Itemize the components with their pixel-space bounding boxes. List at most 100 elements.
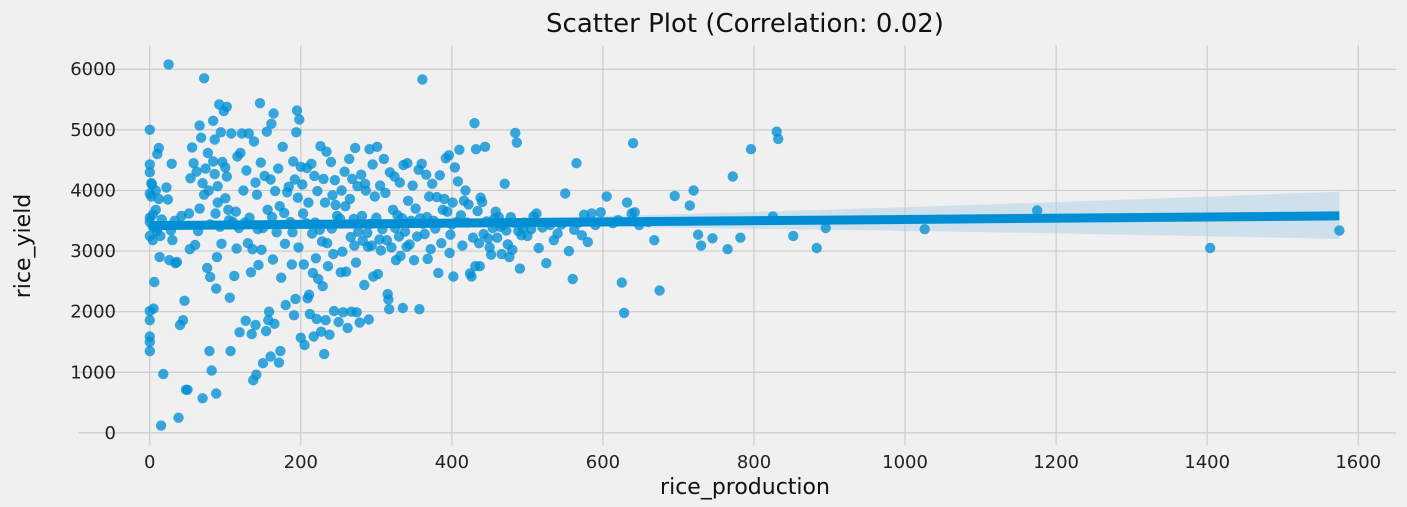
data-point xyxy=(309,170,320,182)
x-tick-label: 600 xyxy=(586,452,620,473)
data-point xyxy=(479,141,491,152)
data-point xyxy=(297,208,309,219)
data-point xyxy=(271,227,282,238)
data-point xyxy=(329,175,340,186)
data-point xyxy=(811,242,822,254)
data-point xyxy=(463,199,474,210)
data-point xyxy=(319,348,330,360)
data-point xyxy=(235,147,246,159)
data-point xyxy=(356,169,367,180)
data-point xyxy=(745,144,757,155)
data-point xyxy=(277,141,288,152)
data-point xyxy=(247,244,258,255)
data-point xyxy=(466,271,477,282)
data-point xyxy=(325,156,337,168)
x-tick-label: 1600 xyxy=(1335,452,1381,473)
data-point xyxy=(234,327,245,338)
data-point xyxy=(211,388,222,399)
data-point xyxy=(256,244,267,255)
data-point xyxy=(627,138,639,149)
data-point xyxy=(144,124,155,135)
data-point xyxy=(473,238,485,249)
data-point xyxy=(327,190,338,201)
data-point xyxy=(273,163,284,174)
data-point xyxy=(514,263,526,274)
data-point xyxy=(322,261,334,272)
data-point xyxy=(362,227,373,239)
data-point xyxy=(560,188,571,199)
data-point xyxy=(654,285,665,296)
data-point xyxy=(267,254,279,265)
data-point xyxy=(221,101,232,113)
data-point xyxy=(191,166,202,177)
data-point xyxy=(773,133,784,145)
data-point xyxy=(571,158,582,169)
data-point xyxy=(695,240,707,251)
data-point xyxy=(248,136,260,147)
data-point xyxy=(162,194,174,205)
data-point xyxy=(250,319,261,331)
data-point xyxy=(621,197,633,208)
data-point xyxy=(482,233,494,244)
data-point xyxy=(153,142,164,154)
data-point xyxy=(148,303,159,314)
data-point xyxy=(289,174,300,185)
data-point xyxy=(531,208,542,219)
data-point xyxy=(225,345,236,357)
data-point xyxy=(470,144,482,155)
data-point xyxy=(460,185,471,196)
data-point xyxy=(919,224,930,235)
data-point xyxy=(324,329,335,340)
data-point xyxy=(311,313,322,325)
data-point xyxy=(266,118,277,129)
data-point xyxy=(347,173,358,185)
data-point xyxy=(457,240,468,251)
data-point xyxy=(820,222,831,234)
data-point xyxy=(349,240,360,251)
data-point xyxy=(153,193,164,205)
data-point xyxy=(179,295,190,306)
data-point xyxy=(155,230,166,242)
data-point xyxy=(319,197,331,208)
data-point xyxy=(269,318,280,329)
x-tick-label: 800 xyxy=(737,452,771,473)
data-point xyxy=(306,158,317,169)
data-point xyxy=(266,211,278,223)
data-point xyxy=(231,243,242,254)
data-point xyxy=(586,208,597,219)
data-point xyxy=(194,203,205,214)
data-point xyxy=(211,283,222,294)
data-point xyxy=(410,203,421,214)
data-point xyxy=(250,177,261,188)
data-point xyxy=(337,307,349,318)
data-point xyxy=(727,171,738,182)
data-point xyxy=(198,73,210,84)
data-point xyxy=(445,229,456,240)
data-point xyxy=(283,181,294,192)
data-point xyxy=(448,271,459,282)
data-point xyxy=(318,173,329,185)
data-point xyxy=(208,156,219,167)
data-point xyxy=(200,163,211,174)
data-point xyxy=(212,197,223,208)
data-point xyxy=(221,171,232,182)
data-point xyxy=(375,245,387,256)
y-tick-label: 1000 xyxy=(70,362,116,383)
data-point xyxy=(229,270,240,282)
data-point xyxy=(240,315,251,326)
data-point xyxy=(684,200,695,211)
data-point xyxy=(374,234,385,245)
data-point xyxy=(204,345,215,357)
data-point xyxy=(205,271,216,283)
data-point xyxy=(499,178,510,189)
data-point xyxy=(203,185,214,196)
confidence-band xyxy=(149,191,1340,239)
data-point xyxy=(246,328,257,340)
data-point xyxy=(345,231,356,243)
data-point xyxy=(224,292,235,303)
data-point xyxy=(177,315,189,326)
data-point xyxy=(254,98,266,109)
data-point xyxy=(195,132,207,143)
